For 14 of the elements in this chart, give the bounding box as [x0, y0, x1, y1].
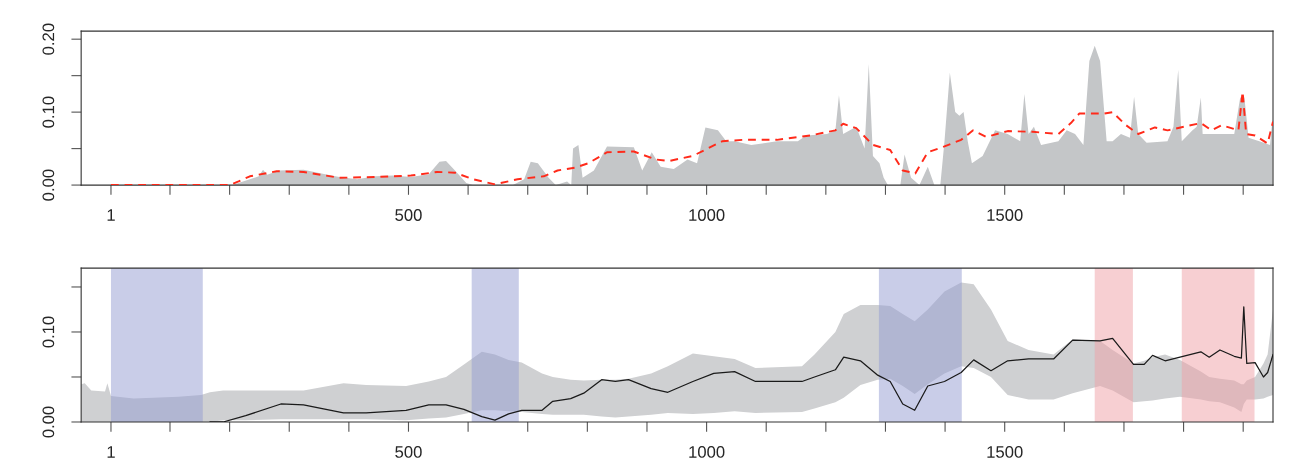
x-tick-label: 500: [395, 446, 422, 458]
y-tick-label: 0.10: [42, 316, 55, 348]
x-tick-label: 1: [107, 446, 115, 458]
line-series: [209, 306, 1273, 422]
y-tick-label: 0.00: [42, 169, 55, 201]
y-tick-label: 0.10: [42, 96, 55, 128]
x-tick-label: 1500: [987, 209, 1023, 221]
x-tick-label: 1000: [689, 446, 725, 458]
x-tick-label: 1: [107, 209, 115, 221]
y-tick-label: 0.20: [42, 23, 55, 55]
y-tick-label: 0.00: [42, 406, 55, 438]
x-tick-label: 500: [395, 209, 422, 221]
x-tick-label: 1000: [689, 209, 725, 221]
x-tick-label: 1500: [987, 446, 1023, 458]
